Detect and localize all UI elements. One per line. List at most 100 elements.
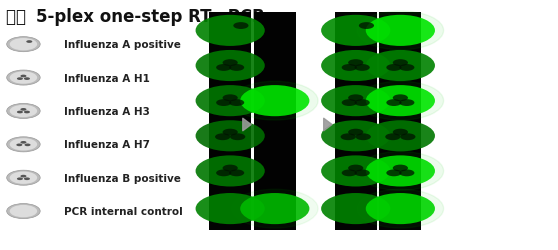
Circle shape [232,82,318,120]
Circle shape [354,170,370,176]
Circle shape [399,65,415,71]
Circle shape [357,152,444,190]
FancyBboxPatch shape [335,12,377,230]
FancyBboxPatch shape [379,12,421,230]
Circle shape [24,78,30,81]
Text: Influenza A H3: Influenza A H3 [64,106,150,117]
Text: PCR internal control: PCR internal control [64,206,183,216]
Circle shape [393,95,408,102]
Circle shape [232,190,318,228]
Circle shape [9,72,37,85]
Circle shape [385,134,401,140]
Circle shape [21,108,26,111]
Circle shape [321,86,390,117]
FancyArrowPatch shape [324,119,332,131]
Circle shape [24,111,30,114]
Text: 5-plex one-step RT-qPCR: 5-plex one-step RT-qPCR [36,8,265,26]
Circle shape [216,170,232,176]
Circle shape [386,65,402,71]
Circle shape [7,170,40,186]
Circle shape [7,71,40,86]
Circle shape [7,204,40,219]
Circle shape [24,178,30,180]
Text: Influenza A H7: Influenza A H7 [64,140,150,150]
Circle shape [25,144,31,146]
Circle shape [9,205,37,218]
Circle shape [195,86,264,117]
Circle shape [348,129,363,136]
Circle shape [195,51,264,82]
Circle shape [357,12,444,51]
Circle shape [9,39,37,51]
Circle shape [240,193,309,224]
Circle shape [366,156,435,187]
Circle shape [233,23,248,30]
Text: Influenza A positive: Influenza A positive [64,40,181,50]
Circle shape [17,111,23,114]
Circle shape [321,156,390,187]
Text: 최초: 최초 [6,8,31,26]
Circle shape [17,78,23,81]
Circle shape [223,165,238,172]
Circle shape [359,23,374,30]
Circle shape [9,138,37,151]
Circle shape [366,121,435,152]
Circle shape [400,134,416,140]
Circle shape [321,121,390,152]
Circle shape [348,165,363,172]
Circle shape [348,95,363,102]
Circle shape [215,134,230,140]
Circle shape [17,178,23,180]
Circle shape [223,129,238,136]
Circle shape [341,65,357,71]
Text: Influenza B positive: Influenza B positive [64,173,181,183]
Circle shape [223,95,238,102]
Text: Influenza A H1: Influenza A H1 [64,73,150,83]
Circle shape [321,193,390,224]
Circle shape [399,170,415,176]
Circle shape [7,137,40,152]
Circle shape [354,100,370,106]
Circle shape [357,190,444,228]
Circle shape [340,134,356,140]
Circle shape [9,172,37,184]
Circle shape [366,86,435,117]
Circle shape [355,134,371,140]
Circle shape [7,104,40,119]
Circle shape [321,51,390,82]
Circle shape [229,100,244,106]
Circle shape [223,60,238,67]
Circle shape [21,142,26,144]
FancyBboxPatch shape [254,12,296,230]
Circle shape [366,16,435,47]
Circle shape [216,65,232,71]
Circle shape [366,193,435,224]
Circle shape [216,100,232,106]
Circle shape [393,60,408,67]
Circle shape [21,175,26,178]
Circle shape [21,75,26,78]
Circle shape [357,82,444,120]
Circle shape [240,86,309,117]
Circle shape [230,134,246,140]
Circle shape [7,38,40,52]
Circle shape [341,170,357,176]
Circle shape [229,65,244,71]
Circle shape [9,105,37,118]
Circle shape [354,65,370,71]
Circle shape [195,16,264,47]
Circle shape [341,100,357,106]
Circle shape [386,100,402,106]
Circle shape [321,16,390,47]
Circle shape [393,165,408,172]
Circle shape [26,41,32,44]
Circle shape [386,170,402,176]
FancyArrowPatch shape [243,119,251,131]
Circle shape [229,170,244,176]
Circle shape [195,156,264,187]
Circle shape [393,129,408,136]
Circle shape [16,144,22,146]
Circle shape [366,51,435,82]
Circle shape [195,193,264,224]
Circle shape [399,100,415,106]
